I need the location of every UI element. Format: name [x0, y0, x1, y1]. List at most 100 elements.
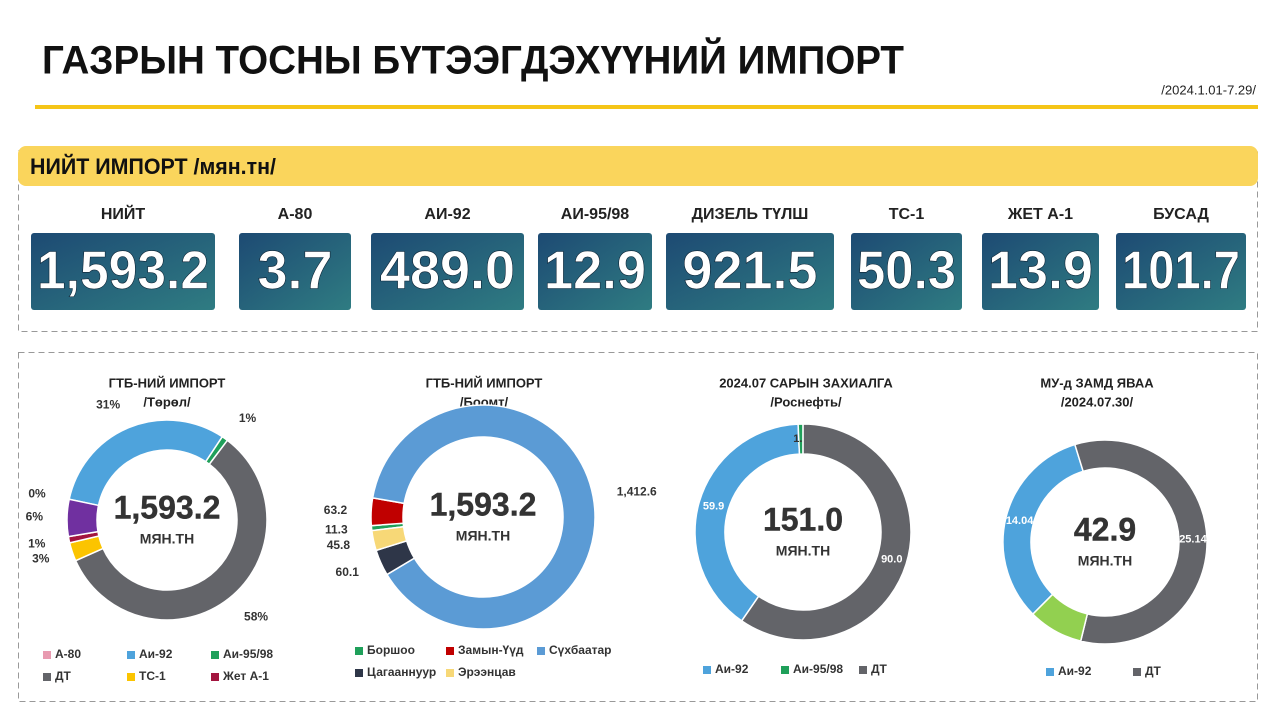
page-title: ГАЗРЫН ТОСНЫ БҮТЭЭГДЭХҮҮНИЙ ИМПОРТ — [42, 37, 904, 83]
legend-swatch — [43, 673, 51, 681]
kpi-value: 13.9 — [988, 240, 1093, 300]
legend-swatch — [703, 666, 711, 674]
kpi-label: ЖЕТ А-1 — [1007, 206, 1073, 223]
center-value: 1,593.2 — [430, 486, 537, 522]
kpi-card — [851, 233, 962, 310]
kpi-label: АИ-95/98 — [561, 206, 630, 223]
data-label: 11.3 — [325, 523, 348, 537]
kpi-label: ДИЗЕЛЬ ТҮЛШ — [692, 206, 809, 223]
chart-title: МУ-д ЗАМД ЯВАА — [1040, 375, 1154, 390]
donut-segment — [740, 423, 912, 641]
data-label: 58% — [244, 609, 268, 623]
data-label: 6% — [26, 510, 44, 524]
legend-swatch — [537, 647, 545, 655]
legend-label: Аи-95/98 — [223, 647, 273, 661]
kpi-label: НИЙТ — [101, 204, 146, 223]
donut-segment — [1031, 593, 1089, 642]
data-label: 1% — [239, 411, 257, 425]
legend-swatch — [355, 647, 363, 655]
kpi-card — [31, 233, 215, 310]
charts: ГТБ-НИЙ ИМПОРТ/Төрөл/0%31%1%58%3%1%6% 1,5… — [26, 375, 1208, 683]
legend-swatch — [1133, 668, 1141, 676]
chart-subtitle: /2024.07.30/ — [1061, 394, 1134, 409]
kpi-value: 489.0 — [380, 240, 515, 300]
kpi-value: 101.7 — [1122, 240, 1240, 300]
legend-swatch — [859, 666, 867, 674]
kpi-label: А-80 — [278, 206, 313, 223]
data-label: 90.0 — [881, 554, 902, 566]
donut-segment — [370, 525, 408, 552]
center-unit: МЯН.ТН — [1078, 553, 1132, 569]
legend-swatch — [446, 647, 454, 655]
center-value: 42.9 — [1074, 511, 1136, 547]
legend-label: Аи-92 — [139, 647, 173, 661]
chart-title: ГТБ-НИЙ ИМПОРТ — [426, 375, 543, 390]
kpi-value: 12.9 — [544, 240, 646, 300]
kpi-card — [538, 233, 652, 310]
center-value: 151.0 — [763, 501, 843, 537]
title-rule — [35, 105, 1258, 109]
summary-header — [18, 146, 1258, 186]
center-value: 1,593.2 — [114, 489, 221, 525]
legend-swatch — [127, 651, 135, 659]
chart-subtitle: /Төрөл/ — [143, 394, 191, 409]
summary-title: НИЙТ ИМПОРТ /мян.тн/ — [30, 154, 276, 179]
legend-swatch — [211, 651, 219, 659]
data-label: 31% — [96, 397, 120, 411]
data-label: 60.1 — [336, 565, 360, 579]
donut-segment — [1073, 439, 1208, 645]
kpi-card — [371, 233, 524, 310]
data-label: 14.04 — [1006, 515, 1034, 527]
legend-label: Сүхбаатар — [549, 643, 612, 657]
chart-subtitle: /Роснефть/ — [770, 394, 842, 409]
data-label: 25.14 — [1179, 533, 1207, 545]
period: /2024.1.01-7.29/ — [1161, 82, 1256, 97]
kpi-value: 921.5 — [682, 240, 817, 300]
legend-swatch — [1046, 668, 1054, 676]
legend-label: ДТ — [1145, 664, 1162, 678]
legend-swatch — [127, 673, 135, 681]
kpi-label: БУСАД — [1153, 206, 1209, 223]
donut-chart: ГТБ-НИЙ ИМПОРТ/Төрөл/0%31%1%58%3%1%6% 1,5… — [26, 375, 274, 683]
chart-title: 2024.07 САРЫН ЗАХИАЛГА — [719, 375, 893, 390]
legend-label: А-80 — [55, 647, 81, 661]
donut-segment — [74, 439, 268, 621]
data-label: 45.8 — [327, 538, 351, 552]
charts-frame — [18, 352, 1258, 702]
data-label: 1,412.6 — [617, 484, 657, 498]
kpi-value: 1,593.2 — [37, 240, 209, 300]
legend-label: ТС-1 — [139, 669, 166, 683]
center-unit: МЯН.ТН — [776, 543, 830, 559]
kpi-card — [982, 233, 1099, 310]
kpi-label: АИ-92 — [424, 206, 470, 223]
data-label: 0% — [28, 486, 46, 500]
kpi-value: 50.3 — [857, 240, 956, 300]
legend-label: ДТ — [55, 669, 72, 683]
legend-label: Аи-92 — [715, 662, 749, 676]
kpi-label: ТС-1 — [889, 206, 925, 223]
kpi-row: НИЙТ 1,593.2 А-80 3.7 АИ-92 489.0 АИ-95/98 12.9… — [31, 204, 1246, 310]
donut-segment — [694, 423, 801, 622]
legend-swatch — [355, 669, 363, 677]
donut-segment — [371, 404, 596, 630]
legend-label: ДТ — [871, 662, 888, 676]
data-label: 63.2 — [324, 503, 348, 517]
center-unit: МЯН.ТН — [140, 531, 194, 547]
legend-label: Эрээнцав — [458, 665, 516, 679]
data-label: 59.9 — [703, 500, 724, 512]
donut-chart: ГТБ-НИЙ ИМПОРТ/Боомт/11.363.21,412.660.1… — [324, 375, 657, 679]
legend-swatch — [446, 669, 454, 677]
legend-label: Аи-95/98 — [793, 662, 843, 676]
kpi-value: 3.7 — [257, 240, 332, 300]
legend-swatch — [781, 666, 789, 674]
legend-label: Аи-92 — [1058, 664, 1092, 678]
chart-title: ГТБ-НИЙ ИМПОРТ — [109, 375, 226, 390]
data-label: 3% — [32, 552, 50, 566]
donut-segment — [66, 498, 100, 538]
legend-label: Жет А-1 — [222, 669, 269, 683]
donut-chart: МУ-д ЗАМД ЯВАА/2024.07.30/14.04 25.14 42.9… — [1002, 375, 1208, 678]
data-label: 1% — [28, 537, 46, 551]
kpi-card — [666, 233, 834, 310]
center-unit: МЯН.ТН — [456, 528, 510, 544]
